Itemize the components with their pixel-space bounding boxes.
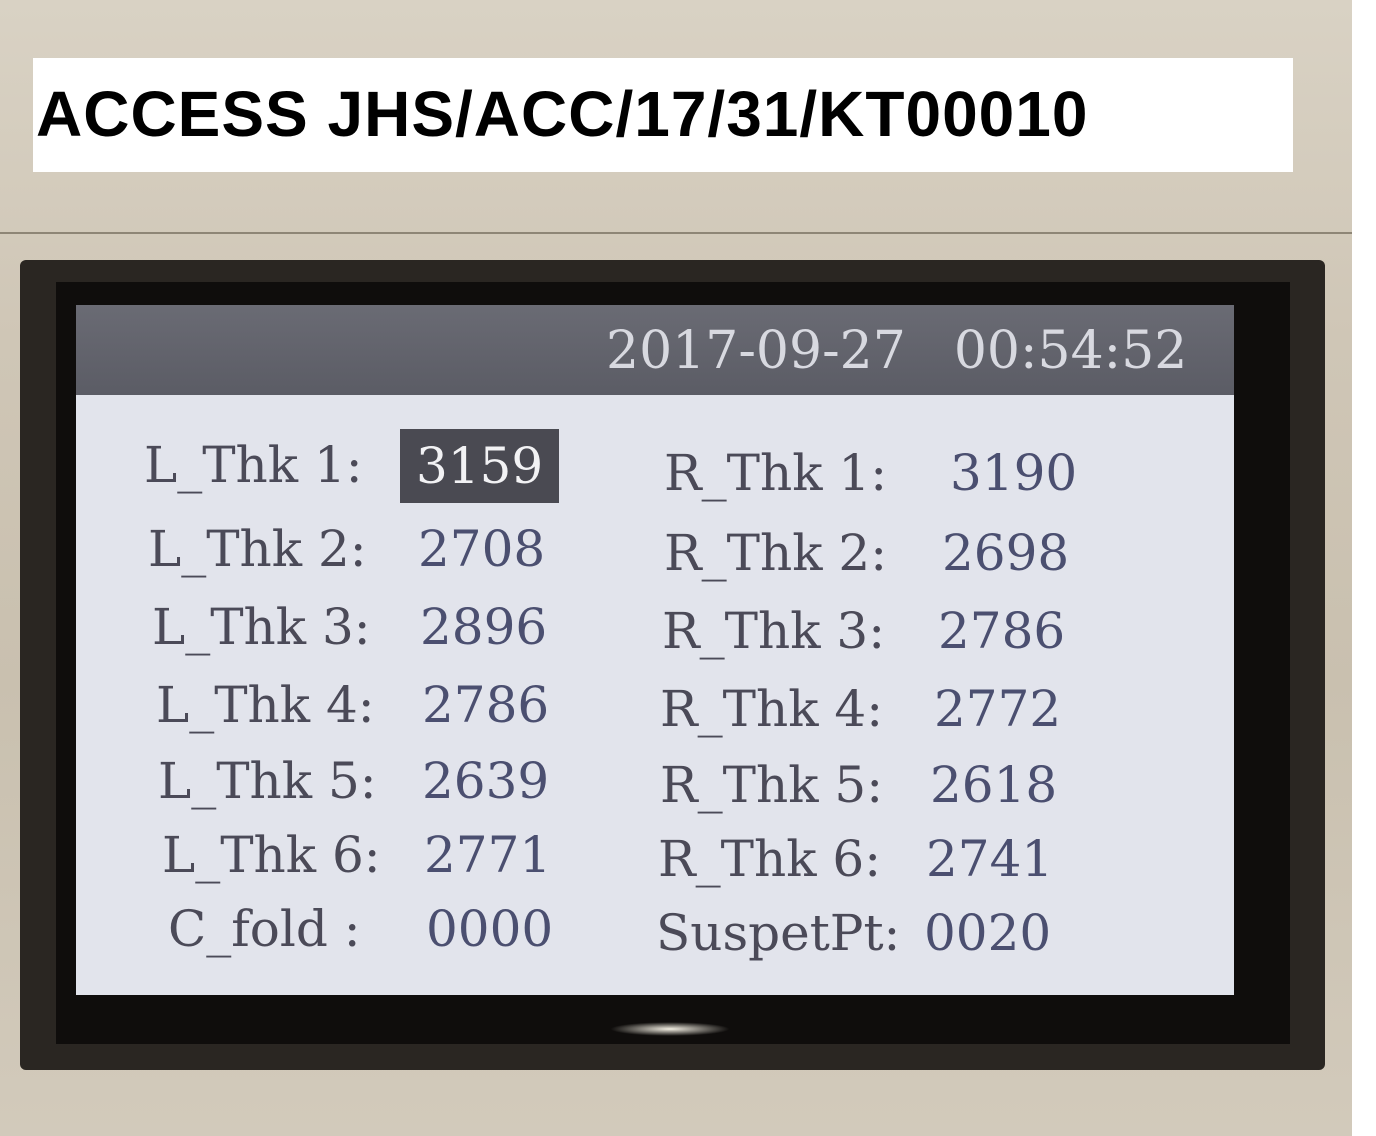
right-value-2[interactable]: 2698 bbox=[942, 524, 1070, 582]
datetime-display: 2017-09-27 00:54:52 bbox=[606, 321, 1187, 381]
right-label-3: R_Thk 3: bbox=[662, 602, 886, 660]
right-label-1: R_Thk 1: bbox=[664, 444, 888, 502]
left-value-2[interactable]: 2708 bbox=[418, 520, 546, 578]
left-label-2: L_Thk 2: bbox=[148, 520, 367, 578]
time-readout: 00:54:52 bbox=[953, 321, 1188, 381]
right-value-4[interactable]: 2772 bbox=[934, 680, 1062, 738]
left-label-4: L_Thk 4: bbox=[156, 676, 375, 734]
left-label-6: L_Thk 6: bbox=[162, 826, 381, 884]
left-value-5[interactable]: 2639 bbox=[422, 752, 550, 810]
right-value-6[interactable]: 2741 bbox=[926, 830, 1054, 888]
light-glare bbox=[610, 1022, 730, 1036]
right-label-2: R_Thk 2: bbox=[664, 524, 888, 582]
right-label-suspect-pt: SuspetPt: bbox=[656, 904, 901, 962]
left-label-c-fold: C_fold : bbox=[168, 900, 361, 958]
right-value-suspect-pt[interactable]: 0020 bbox=[924, 904, 1052, 962]
right-value-3[interactable]: 2786 bbox=[938, 602, 1066, 660]
left-value-c-fold[interactable]: 0000 bbox=[426, 900, 554, 958]
left-value-6[interactable]: 2771 bbox=[424, 826, 552, 884]
left-value-1-selected[interactable]: 3159 bbox=[400, 429, 560, 503]
caption-text: ACCESS JHS/ACC/17/31/KT00010 bbox=[36, 78, 1089, 150]
right-label-4: R_Thk 4: bbox=[660, 680, 884, 738]
lcd-screen: 2017-09-27 00:54:52 L_Thk 1: 3159 L_Thk 2… bbox=[76, 305, 1234, 995]
panel-edge bbox=[0, 232, 1352, 234]
left-label-5: L_Thk 5: bbox=[158, 752, 377, 810]
status-bar: 2017-09-27 00:54:52 bbox=[76, 305, 1234, 395]
right-value-5[interactable]: 2618 bbox=[930, 756, 1058, 814]
left-label-3: L_Thk 3: bbox=[152, 598, 371, 656]
caption-box: ACCESS JHS/ACC/17/31/KT00010 bbox=[33, 58, 1293, 172]
left-label-1: L_Thk 1: bbox=[144, 436, 363, 494]
right-label-5: R_Thk 5: bbox=[660, 756, 884, 814]
right-value-1[interactable]: 3190 bbox=[950, 444, 1078, 502]
right-label-6: R_Thk 6: bbox=[658, 830, 882, 888]
left-value-4[interactable]: 2786 bbox=[422, 676, 550, 734]
display-frame-bottom bbox=[76, 995, 1234, 1025]
date-readout: 2017-09-27 bbox=[606, 321, 906, 381]
left-value-3[interactable]: 2896 bbox=[420, 598, 548, 656]
